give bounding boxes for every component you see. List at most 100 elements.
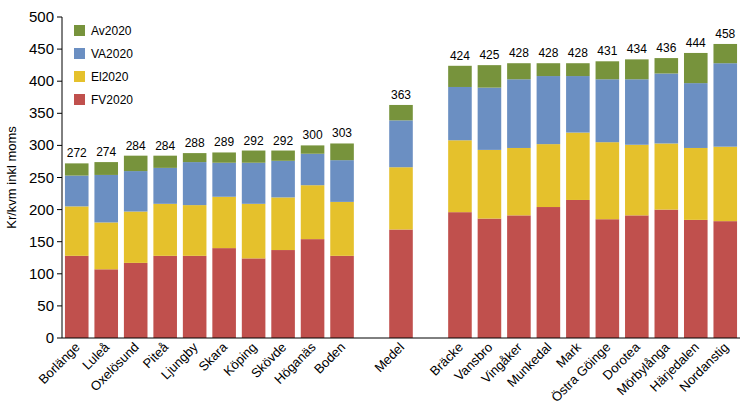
- y-tick: [57, 273, 62, 274]
- bar-segment: [655, 143, 679, 209]
- bar-segment: [507, 79, 531, 148]
- bar-segment: [65, 163, 89, 175]
- bar-segment: [94, 222, 118, 269]
- legend-label: FV2020: [91, 93, 133, 107]
- bar-segment: [124, 212, 148, 263]
- total-label: 288: [185, 136, 205, 150]
- bar-segment: [625, 59, 649, 79]
- bar-segment: [389, 120, 413, 167]
- bar-segment: [596, 79, 620, 142]
- bar-segment: [566, 200, 590, 338]
- x-axis: [62, 338, 740, 339]
- y-tick-label: 500: [29, 8, 54, 25]
- bar-segment: [389, 230, 413, 338]
- y-tick: [57, 145, 62, 146]
- bar-segment: [596, 219, 620, 338]
- bar-segment: [271, 161, 295, 198]
- bar-segment: [478, 88, 502, 150]
- bars: [65, 44, 737, 338]
- bar-segment: [212, 152, 236, 162]
- bar-segment: [537, 144, 561, 207]
- bar-segment: [242, 151, 266, 163]
- total-label: 284: [155, 139, 175, 153]
- total-label: 428: [538, 46, 558, 60]
- total-label: 436: [656, 41, 676, 55]
- bar-segment: [330, 202, 354, 256]
- y-tick: [57, 177, 62, 178]
- total-label: 428: [568, 46, 588, 60]
- total-label: 300: [303, 128, 323, 142]
- chart: 2722742842842882892922923003033634244254…: [0, 0, 746, 419]
- total-label: 431: [597, 44, 617, 58]
- bar-segment: [153, 168, 177, 204]
- bar-segment: [183, 162, 207, 205]
- bar-segment: [124, 171, 148, 211]
- bar-segment: [65, 176, 89, 207]
- bar-segment: [301, 154, 325, 185]
- bar-segment: [153, 204, 177, 256]
- bar-segment: [684, 148, 708, 220]
- y-tick: [57, 49, 62, 50]
- bar-segment: [448, 87, 472, 140]
- bar-segment: [212, 163, 236, 197]
- bar-segment: [271, 250, 295, 338]
- bar-segment: [448, 66, 472, 87]
- total-label: 284: [126, 139, 146, 153]
- y-tick: [57, 209, 62, 210]
- bar-segment: [566, 133, 590, 200]
- bar-segment: [65, 256, 89, 338]
- bar-segment: [684, 220, 708, 338]
- bar-segment: [183, 205, 207, 256]
- x-tick-label: Munkedal: [504, 339, 555, 390]
- bar-segment: [301, 145, 325, 153]
- bar-segment: [242, 258, 266, 338]
- bar-segment: [301, 239, 325, 338]
- legend: Av2020VA2020El2020FV2020: [74, 24, 133, 107]
- bar-segment: [596, 61, 620, 79]
- bar-segment: [625, 145, 649, 216]
- bar-segment: [684, 83, 708, 148]
- bar-segment: [655, 73, 679, 143]
- y-axis-title: Kr/kvm inkl moms: [4, 126, 19, 229]
- bar-segment: [625, 215, 649, 338]
- y-tick: [57, 305, 62, 306]
- total-label: 303: [332, 126, 352, 140]
- bar-segment: [566, 76, 590, 132]
- x-tick-label: Ljungby: [158, 339, 201, 382]
- bar-segment: [65, 206, 89, 255]
- bar-segment: [537, 63, 561, 76]
- y-tick-label: 200: [29, 201, 54, 218]
- y-tick-label: 150: [29, 233, 54, 250]
- bar-segment: [183, 256, 207, 338]
- total-label: 272: [67, 146, 87, 160]
- bar-segment: [242, 204, 266, 259]
- bar-segment: [566, 63, 590, 76]
- bar-segment: [389, 105, 413, 120]
- bar-segment: [478, 150, 502, 219]
- x-tick-label: Boden: [311, 340, 348, 377]
- bar-segment: [153, 256, 177, 338]
- total-label: 428: [509, 46, 529, 60]
- y-tick-label: 0: [46, 329, 54, 346]
- bar-segment: [507, 63, 531, 79]
- total-label: 363: [391, 88, 411, 102]
- bar-segment: [625, 79, 649, 144]
- bar-segment: [713, 147, 737, 221]
- bar-segment: [596, 142, 620, 219]
- y-tick-label: 50: [37, 297, 54, 314]
- total-label: 458: [715, 27, 735, 41]
- y-tick: [57, 241, 62, 242]
- bar-segment: [684, 53, 708, 83]
- y-tick: [57, 81, 62, 82]
- bar-segment: [713, 44, 737, 63]
- bar-segment: [713, 221, 737, 338]
- bar-segment: [389, 167, 413, 229]
- y-tick-label: 450: [29, 40, 54, 57]
- total-label: 274: [96, 145, 116, 159]
- legend-label: El2020: [91, 70, 129, 84]
- total-label: 425: [479, 48, 499, 62]
- total-label: 292: [244, 134, 264, 148]
- bar-segment: [507, 215, 531, 338]
- bar-segment: [212, 197, 236, 248]
- bar-segment: [330, 160, 354, 202]
